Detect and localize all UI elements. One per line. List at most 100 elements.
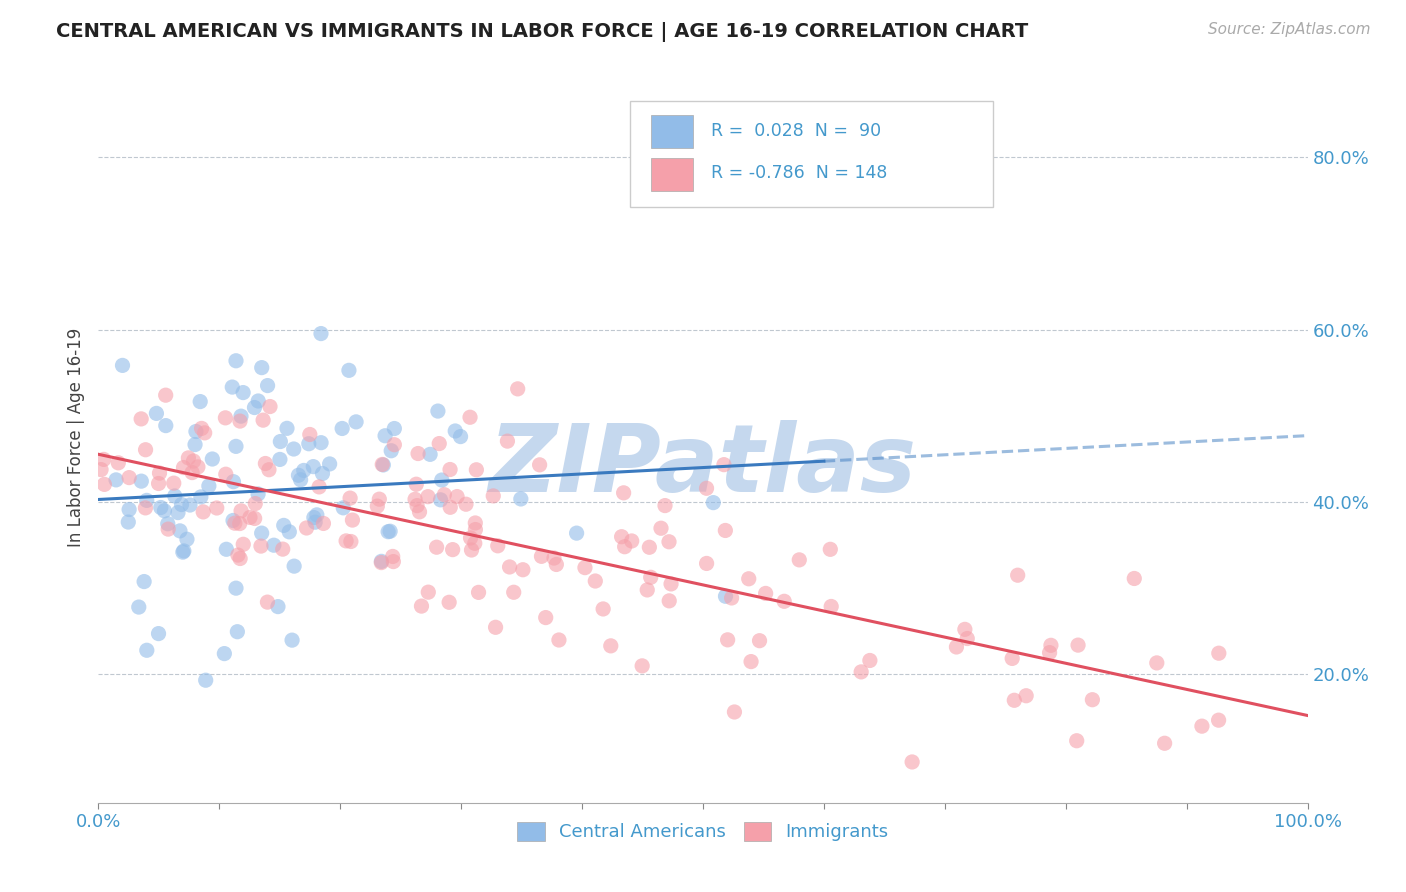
Point [717, 632, 740, 647]
Point [441, 542, 464, 557]
Point [271, 542, 294, 557]
Point [1067, 638, 1090, 652]
Point [184, 437, 207, 451]
Point [484, 620, 506, 634]
Point [342, 513, 364, 527]
Point [506, 382, 529, 396]
Point [638, 541, 661, 555]
Point [163, 476, 186, 491]
Point [406, 499, 429, 513]
Point [117, 515, 139, 529]
Point [714, 589, 737, 603]
Point [1002, 693, 1025, 707]
Point [176, 533, 198, 547]
Point [167, 506, 190, 520]
Point [157, 522, 180, 536]
Point [292, 463, 315, 477]
Point [194, 673, 217, 688]
Point [229, 551, 252, 566]
Point [620, 533, 643, 548]
Point [373, 458, 395, 472]
Point [543, 551, 565, 566]
Point [283, 442, 305, 456]
Point [247, 394, 270, 409]
Point [901, 755, 924, 769]
Point [631, 658, 654, 673]
Point [650, 521, 672, 535]
Point [302, 510, 325, 524]
Point [723, 705, 745, 719]
Point [574, 560, 596, 574]
Point [232, 385, 254, 400]
Point [426, 540, 449, 554]
Point [740, 655, 762, 669]
Point [426, 404, 449, 418]
Point [339, 491, 361, 505]
Point [305, 508, 328, 522]
Point [250, 526, 273, 541]
Point [702, 495, 724, 509]
Point [229, 409, 252, 424]
FancyBboxPatch shape [651, 115, 693, 148]
Point [149, 500, 172, 515]
Point [173, 544, 195, 558]
Point [194, 425, 217, 440]
Point [340, 534, 363, 549]
Point [172, 545, 194, 559]
Point [370, 556, 392, 570]
Point [748, 633, 770, 648]
Point [458, 410, 481, 425]
Point [226, 624, 249, 639]
Point [1015, 689, 1038, 703]
Point [583, 574, 606, 588]
Point [252, 413, 274, 427]
Point [565, 526, 588, 541]
Point [465, 463, 488, 477]
Point [382, 555, 405, 569]
Point [460, 531, 482, 545]
Point [118, 470, 141, 484]
Point [145, 406, 167, 420]
Point [243, 511, 266, 525]
Point [93, 477, 115, 491]
Point [250, 539, 273, 553]
Point [509, 491, 531, 506]
Point [450, 429, 472, 443]
Point [444, 424, 467, 438]
Point [156, 516, 179, 531]
Point [820, 542, 842, 557]
Point [851, 665, 873, 679]
Point [129, 412, 152, 426]
Point [222, 514, 245, 528]
Point [298, 427, 321, 442]
Point [610, 530, 633, 544]
Point [281, 633, 304, 648]
Point [201, 452, 224, 467]
Point [370, 554, 392, 568]
Point [153, 504, 176, 518]
Point [247, 487, 270, 501]
Point [592, 602, 614, 616]
Point [1039, 638, 1062, 652]
Point [446, 490, 468, 504]
Point [640, 570, 662, 584]
Point [269, 434, 291, 449]
Point [188, 394, 211, 409]
Point [467, 585, 489, 599]
Point [155, 418, 177, 433]
Text: CENTRAL AMERICAN VS IMMIGRANTS IN LABOR FORCE | AGE 16-19 CORRELATION CHART: CENTRAL AMERICAN VS IMMIGRANTS IN LABOR … [56, 22, 1029, 42]
Point [427, 436, 450, 450]
Point [460, 543, 482, 558]
Point [713, 458, 735, 472]
Point [418, 585, 440, 599]
Point [512, 563, 534, 577]
FancyBboxPatch shape [651, 158, 693, 191]
Point [287, 468, 309, 483]
Point [1191, 719, 1213, 733]
Point [439, 500, 461, 515]
Point [546, 558, 568, 572]
Point [530, 549, 553, 564]
Point [254, 457, 277, 471]
Point [464, 523, 486, 537]
Point [177, 450, 200, 465]
